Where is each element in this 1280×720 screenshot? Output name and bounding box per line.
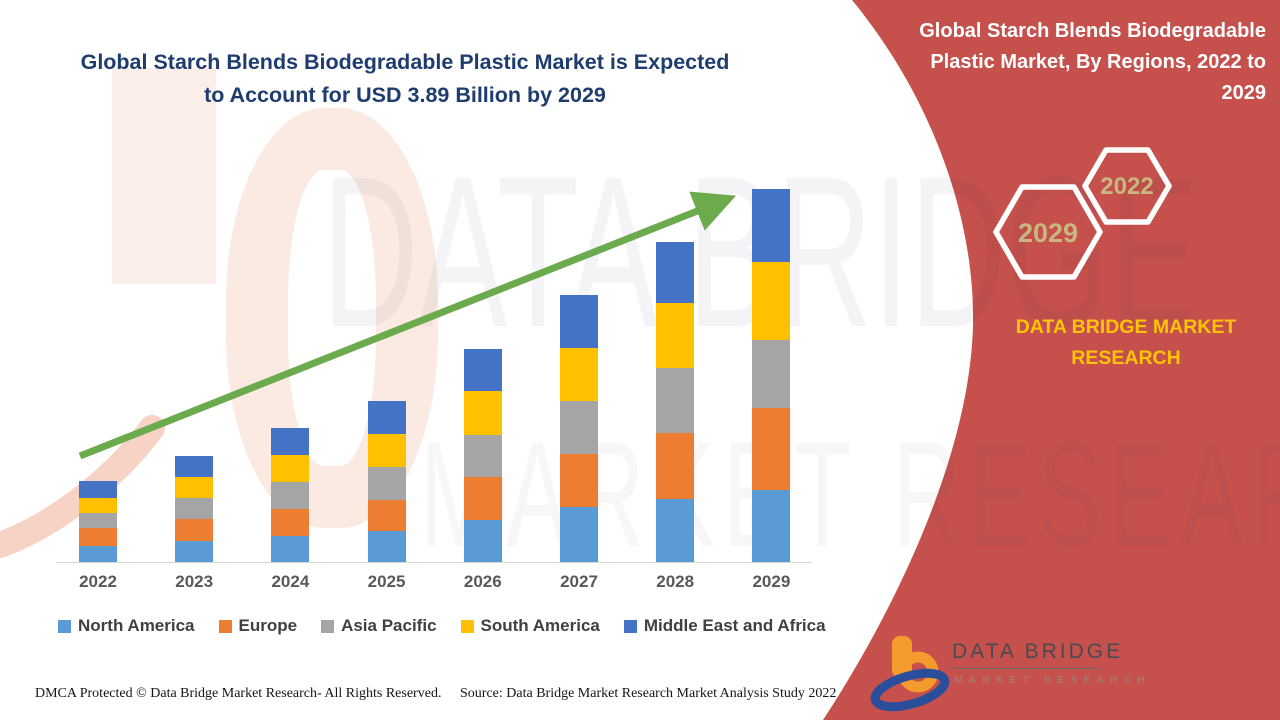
- bar-segment-europe-2024: [271, 509, 310, 536]
- bar-segment-europe-2028: [656, 433, 695, 499]
- bar-segment-south-america-2027: [560, 348, 598, 401]
- logo-underline: [952, 668, 1100, 669]
- x-axis-label-2026: 2026: [463, 572, 502, 591]
- legend-item-asia-pacific: Asia Pacific: [321, 616, 437, 636]
- bar-segment-europe-2027: [560, 454, 598, 507]
- legend-swatch-icon: [218, 619, 232, 633]
- legend-swatch-icon: [460, 619, 474, 633]
- stacked-bar-2028: [656, 242, 695, 562]
- bar-segment-south-america-2023: [175, 477, 214, 498]
- bar-segment-north-america-2022: [79, 546, 117, 562]
- legend-item-north-america: North America: [58, 616, 195, 636]
- bar-segment-europe-2022: [79, 528, 117, 546]
- chart-title: Global Starch Blends Biodegradable Plast…: [40, 46, 770, 112]
- x-axis-label-2025: 2025: [367, 572, 406, 591]
- bar-segment-asia-pacific-2025: [367, 467, 406, 500]
- panel-title-line3: 2029: [1221, 82, 1267, 104]
- legend-swatch-icon: [58, 619, 71, 633]
- logo-name: DATA BRIDGE: [952, 640, 1124, 663]
- x-axis-label-2022: 2022: [79, 572, 117, 591]
- bar-segment-middle-east-and-africa-2028: [656, 242, 695, 303]
- legend-label: North America: [78, 616, 195, 635]
- bar-segment-asia-pacific-2024: [271, 482, 310, 509]
- legend-item-europe: Europe: [218, 616, 298, 636]
- bar-segment-europe-2029: [752, 408, 791, 490]
- hexagon-2029: [993, 184, 1103, 280]
- logo-swoosh: [870, 668, 950, 712]
- stacked-bar-2023: [175, 456, 214, 562]
- legend: North America Europe Asia Pacific South Ame…: [58, 616, 826, 636]
- bar-segment-europe-2023: [175, 519, 214, 541]
- bar-segment-north-america-2023: [175, 541, 214, 562]
- bar-segment-south-america-2029: [752, 262, 791, 340]
- legend-swatch-icon: [321, 619, 335, 633]
- footer-source: Source: Data Bridge Market Research Mark…: [460, 686, 837, 701]
- bar-segment-asia-pacific-2026: [463, 435, 502, 477]
- bar-segment-north-america-2028: [656, 499, 695, 562]
- bar-segment-middle-east-and-africa-2023: [175, 456, 214, 477]
- logo-block: DATA BRIDGE MARKET RESEARCH: [868, 632, 1208, 712]
- legend-swatch-icon: [623, 619, 637, 633]
- legend-item-south-america: South America: [460, 616, 600, 636]
- logo-tagline: MARKET RESEARCH: [954, 674, 1151, 686]
- bar-segment-europe-2026: [463, 477, 502, 520]
- stacked-bar-2027: [560, 295, 598, 562]
- x-axis-label-2028: 2028: [656, 572, 695, 591]
- bar-segment-south-america-2022: [79, 498, 117, 513]
- bar-segment-europe-2025: [367, 500, 406, 531]
- bar-segment-north-america-2026: [463, 520, 502, 562]
- bar-segment-asia-pacific-2027: [560, 401, 598, 454]
- bar-segment-north-america-2029: [752, 490, 791, 562]
- hexagon-2029-label: 2029: [1018, 218, 1078, 248]
- stacked-bar-2022: [79, 481, 117, 562]
- bar-segment-middle-east-and-africa-2024: [271, 428, 310, 455]
- bar-segment-asia-pacific-2022: [79, 513, 117, 528]
- panel-title-line1: Global Starch Blends Biodegradable: [919, 20, 1266, 42]
- legend-label: Middle East and Africa: [643, 616, 826, 635]
- legend-label: South America: [480, 616, 600, 635]
- bar-segment-south-america-2024: [271, 455, 310, 482]
- bar-segment-south-america-2025: [367, 434, 406, 467]
- stacked-bar-2025: [367, 401, 406, 562]
- x-axis-label-2023: 2023: [175, 572, 214, 591]
- legend-label: Europe: [238, 616, 298, 635]
- x-axis-label-2024: 2024: [271, 572, 310, 591]
- chart-title-line1: Global Starch Blends Biodegradable Plast…: [80, 50, 730, 74]
- bar-segment-asia-pacific-2023: [175, 498, 214, 519]
- stacked-bar-2029: [752, 189, 791, 562]
- x-axis-label-2027: 2027: [560, 572, 598, 591]
- bar-segment-middle-east-and-africa-2022: [79, 481, 117, 498]
- bar-segment-middle-east-and-africa-2027: [560, 295, 598, 348]
- x-axis-line: [56, 562, 812, 563]
- footer-dmca: DMCA Protected © Data Bridge Market Rese…: [35, 686, 442, 701]
- bar-segment-middle-east-and-africa-2025: [367, 401, 406, 434]
- panel-title-line2: Plastic Market, By Regions, 2022 to: [930, 51, 1266, 73]
- bar-segment-asia-pacific-2029: [752, 340, 791, 408]
- bar-segment-north-america-2027: [560, 507, 598, 562]
- legend-item-middle-east-and-africa: Middle East and Africa: [623, 616, 826, 636]
- x-axis-label-2029: 2029: [752, 572, 791, 591]
- brand-text: DATA BRIDGE MARKET RESEARCH: [1015, 316, 1237, 369]
- bar-segment-middle-east-and-africa-2026: [463, 349, 502, 391]
- bar-segment-north-america-2024: [271, 536, 310, 562]
- panel-title: Global Starch Blends Biodegradable Plast…: [876, 16, 1266, 109]
- stacked-bar-2026: [463, 349, 502, 562]
- stacked-bar-2024: [271, 428, 310, 562]
- bar-segment-south-america-2026: [463, 391, 502, 435]
- bar-segment-south-america-2028: [656, 303, 695, 368]
- chart-title-line2: to Account for USD 3.89 Billion by 2029: [204, 83, 606, 107]
- bar-segment-north-america-2025: [367, 531, 406, 562]
- hexagon-2022: [1082, 147, 1172, 225]
- hexagon-2022-label: 2022: [1100, 173, 1153, 200]
- bar-segment-asia-pacific-2028: [656, 368, 695, 433]
- bar-segment-middle-east-and-africa-2029: [752, 189, 791, 262]
- logo-icon: [870, 636, 950, 712]
- legend-label: Asia Pacific: [341, 616, 437, 635]
